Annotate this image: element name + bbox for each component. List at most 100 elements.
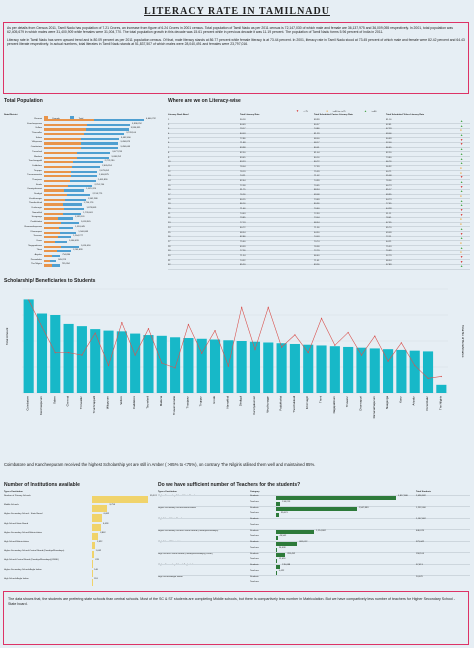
beneficiaries-point [201, 352, 203, 354]
teacher-bar-value: 12,016 [278, 558, 286, 561]
literacy-cell: 64.50 [314, 231, 320, 234]
scholarship-amount-bar [170, 337, 181, 393]
literacy-row-divider [168, 184, 470, 186]
teachers-header-students: Total Students [416, 491, 432, 493]
scholarship-title: Scholarship/ Beneficiaries to Students [4, 278, 96, 284]
literacy-high-icon: ▲ [460, 151, 464, 156]
literacy-cell: 12 [168, 170, 171, 173]
literacy-cell: 75.39 [314, 170, 320, 173]
institutions-header: Type of Institution [4, 491, 23, 493]
beneficiaries-point [427, 377, 429, 379]
teacher-institution-label: High School-Matriculation [158, 541, 183, 543]
population-female-bar [44, 254, 53, 258]
teacher-institution-label: High School-Anglo Indian [158, 575, 183, 578]
scholarship-amount-bar [356, 347, 367, 393]
literacy-cell: 70.74 [314, 240, 320, 243]
teachers-header: Type of Institution Category Total Stude… [158, 491, 470, 495]
scholarship-amount-bar [23, 299, 34, 393]
literacy-cell: 85.20 [240, 264, 246, 267]
population-district-label: Ramanathapuram [24, 225, 42, 228]
literacy-row-divider [168, 263, 470, 265]
literacy-cell: 90.18 [240, 119, 246, 121]
population-total-bar [44, 259, 57, 262]
literacy-cell: 78.19 [240, 170, 246, 173]
population-total-bar [44, 147, 119, 150]
literacy-cell: 15 [168, 184, 171, 187]
institution-count-bar [92, 560, 94, 568]
teacher-bar-value: 681,012 [299, 541, 308, 543]
literacy-cell: 2 [168, 123, 170, 126]
population-district-label: Cuddalore [31, 164, 42, 167]
beneficiaries-point [227, 365, 229, 367]
population-district-label: Virudhunagar [28, 197, 42, 200]
literacy-cell: 74.63 [240, 212, 246, 215]
literacy-cell: 64.21 [386, 240, 392, 243]
literacy-cell: 80.36 [314, 203, 320, 206]
category-tick-label: Chennai [66, 396, 70, 407]
total-students-value: 446,076 [416, 529, 424, 532]
teacher-bar-value: 293,452 [287, 552, 296, 555]
population-district-label: Tiruvarur [33, 235, 42, 238]
literacy-row-divider [168, 179, 470, 181]
scholarship-amount-bar [316, 345, 327, 393]
literacy-row-divider [168, 174, 470, 176]
legend-up-icon: ▲ [363, 109, 367, 113]
literacy-row-divider [168, 141, 470, 143]
beneficiaries-point [121, 322, 123, 324]
teacher-bar-value: 26,438 [278, 546, 286, 549]
population-total-bar [44, 161, 103, 164]
literacy-cell: 71.88 [240, 142, 246, 145]
population-total-label: 2,722,290 [104, 160, 115, 163]
population-female-bar [44, 151, 78, 154]
literacy-row-divider [168, 198, 470, 200]
institution-count-label: 1,822 [96, 541, 103, 543]
literacy-cell: 81.29 [314, 133, 320, 136]
teacher-institution-label: Higher Secondary School-Matriculation [158, 506, 196, 509]
literacy-cell: 46.73 [386, 184, 392, 187]
population-district-label: Villupuram [31, 141, 42, 144]
literacy-cell: 68.17 [314, 142, 320, 145]
beneficiaries-point [67, 352, 70, 354]
literacy-cell: 78.56 [386, 179, 392, 182]
category-tick-label: Thoothukkudi [292, 396, 296, 413]
population-female-bar [44, 179, 70, 183]
scholarship-amount-bar [183, 338, 194, 393]
population-total-bar [44, 194, 91, 197]
teacher-category-label: Teachers [250, 581, 259, 584]
teachers-row-divider [158, 506, 470, 507]
scholarship-note: Coimbatore and Kancheepuram received the… [4, 462, 316, 467]
literacy-low-icon: ▼ [460, 231, 464, 236]
institution-type-label: Number of Primary Schools [4, 495, 31, 497]
population-female-bar [44, 128, 87, 131]
literacy-high-icon: ▲ [460, 147, 464, 152]
total-students-value: 1,167,462 [416, 518, 426, 520]
beneficiaries-point [307, 352, 309, 354]
total-students-value: 24,076 [416, 575, 423, 578]
beneficiaries-point [387, 360, 389, 362]
literacy-cell: 70.69 [386, 250, 392, 253]
institution-count-bar [92, 496, 148, 504]
literacy-cell: 23 [168, 222, 171, 225]
literacy-cell: 84.49 [240, 123, 246, 126]
scholarship-amount-bar [436, 384, 447, 393]
teachers-bar [276, 513, 279, 518]
students-bar [276, 564, 281, 569]
literacy-cell: 64.73 [386, 198, 392, 201]
category-tick-label: Tiruvarur [345, 396, 349, 407]
legend-down-icon: ▼ [296, 109, 299, 113]
legend-swatch-total [70, 116, 75, 119]
literacy-cell: 79.85 [240, 217, 246, 220]
literacy-mid-icon: ● [460, 222, 462, 227]
literacy-cell: 68.54 [240, 231, 246, 234]
category-tick-label: Villupuram [106, 395, 110, 409]
literacy-mid-icon: ● [460, 165, 462, 170]
literacy-rows: 1 90.18 89.99 81.16 ▲ 2 84.49 80.57 62.81 ▲ 3 79.17… [168, 119, 470, 270]
literacy-row-divider [168, 127, 470, 129]
literacy-cell: 51.11 [386, 212, 392, 215]
literacy-cell: 11 [168, 165, 171, 168]
literacy-cell: 71.02 [314, 175, 320, 178]
literacy-cell: 77.65 [386, 203, 392, 206]
teacher-institution-label: High School-State Board [158, 518, 183, 520]
population-total-label: 2,159,775 [92, 193, 103, 195]
literacy-cell: 70.65 [314, 184, 320, 187]
